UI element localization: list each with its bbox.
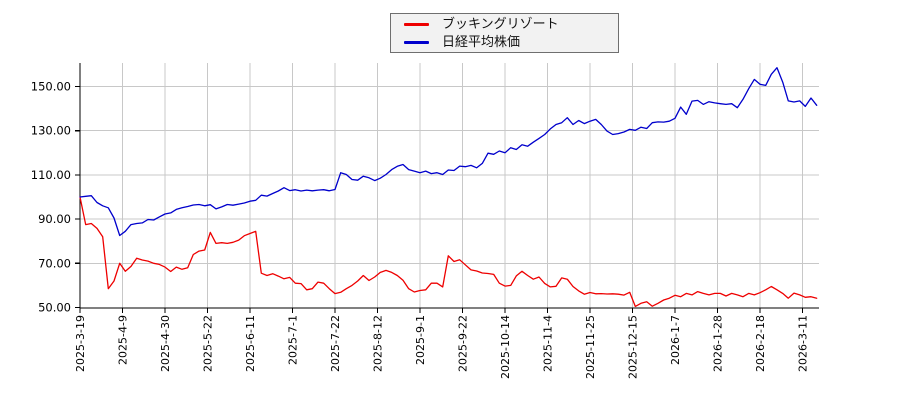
red-line-swatch-icon	[404, 22, 429, 26]
y-tick-label: 90.00	[38, 212, 71, 226]
x-tick-label: 2025-6-11	[244, 315, 257, 372]
legend-label-booking-resort: ブッキングリゾート	[442, 16, 559, 32]
x-tick-label: 2025-5-22	[202, 315, 215, 372]
x-tick-label: 2025-3-19	[74, 315, 87, 372]
x-tick-label: 2025-11-4	[542, 315, 555, 372]
x-tick-label: 2026-3-11	[797, 315, 810, 372]
y-tick-label: 130.00	[31, 124, 71, 138]
legend: ブッキングリゾート 日経平均株価	[390, 13, 619, 53]
legend-item-booking-resort: ブッキングリゾート	[404, 17, 618, 32]
x-tick-label: 2025-7-1	[287, 315, 300, 365]
x-tick-label: 2025-12-15	[627, 315, 640, 379]
y-tick-label: 150.00	[31, 80, 71, 94]
x-tick-label: 2025-9-1	[414, 315, 427, 365]
x-tick-label: 2025-8-12	[372, 315, 385, 372]
x-tick-label: 2026-1-7	[669, 315, 682, 365]
x-tick-label: 2025-10-14	[499, 315, 512, 379]
x-tick-label: 2025-9-22	[457, 315, 470, 372]
x-tick-label: 2025-7-22	[329, 315, 342, 372]
y-tick-label: 110.00	[31, 168, 71, 182]
x-tick-label: 2026-1-28	[712, 315, 725, 372]
legend-label-nikkei: 日経平均株価	[442, 34, 521, 50]
x-tick-label: 2026-2-18	[754, 315, 767, 372]
x-tick-label: 2025-4-9	[117, 315, 130, 365]
y-tick-label: 70.00	[38, 256, 71, 270]
y-tick-label: 50.00	[38, 301, 71, 315]
booking-resort-line	[79, 196, 818, 308]
x-tick-label: 2025-4-30	[159, 315, 172, 372]
nikkei-average-line	[79, 67, 818, 237]
blue-line-swatch-icon	[404, 40, 429, 44]
x-tick-label: 2025-11-25	[584, 315, 597, 379]
legend-item-nikkei: 日経平均株価	[404, 35, 618, 50]
